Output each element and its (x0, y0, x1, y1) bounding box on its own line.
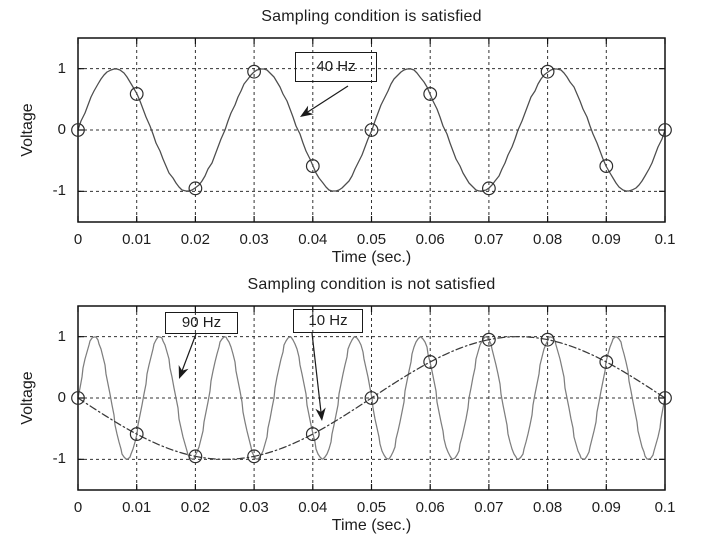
annotation-90hz-label: 90 Hz (165, 312, 238, 334)
y-tick-label: 1 (57, 327, 66, 345)
x-tick-label: 0.07 (474, 499, 504, 516)
plot2-axes-box (77, 305, 666, 491)
plot2-x-axis-label: Time (sec.) (331, 517, 412, 534)
x-tick-label: 0.1 (654, 231, 676, 248)
x-tick-label: 0.03 (239, 231, 269, 248)
annotation-arrow (300, 85, 349, 117)
x-tick-label: 0.04 (298, 499, 328, 516)
x-tick-label: 0.06 (415, 231, 445, 248)
curve-10-hz-aliased-sine-wave (77, 336, 666, 460)
plot2-sample-markers (71, 332, 672, 464)
x-tick-label: 0.01 (122, 499, 152, 516)
x-tick-label: 0.03 (239, 499, 269, 516)
y-tick-label: 0 (57, 121, 66, 138)
plot1-sample-markers (71, 64, 672, 196)
y-tick-label: 1 (57, 59, 66, 77)
x-tick-label: 0.01 (122, 231, 152, 248)
annotation-40hz-label: 40 Hz (295, 52, 377, 82)
x-tick-label: 0.07 (474, 231, 504, 248)
y-tick-label: -1 (52, 182, 66, 200)
y-tick-label: 0 (57, 389, 66, 406)
x-tick-label: 0.08 (532, 499, 563, 516)
x-tick-label: 0.08 (532, 231, 563, 248)
plot1-x-axis-label: Time (sec.) (331, 249, 412, 266)
plot2-title: Sampling condition is not satisfied (247, 276, 496, 293)
annotation-arrow (311, 332, 326, 421)
x-tick-label: 0 (73, 231, 83, 248)
x-tick-label: 0.02 (180, 499, 210, 516)
x-tick-label: 0.05 (356, 499, 387, 516)
annotation-arrow (178, 333, 197, 379)
x-tick-label: 0.09 (591, 499, 621, 516)
curve-40-hz-sine-wave (77, 68, 666, 192)
x-tick-label: 0.04 (298, 231, 328, 248)
annotation-10hz-label: 10 Hz (293, 309, 363, 333)
plot1-title: Sampling condition is satisfied (261, 8, 482, 25)
x-tick-label: 0 (73, 499, 83, 516)
x-tick-label: 0.1 (654, 499, 676, 516)
x-tick-label: 0.05 (356, 231, 387, 248)
plot1-axes-box (77, 37, 666, 223)
x-tick-label: 0.06 (415, 499, 445, 516)
y-tick-label: -1 (52, 450, 66, 468)
x-tick-label: 0.09 (591, 231, 621, 248)
x-tick-label: 0.02 (180, 231, 210, 248)
